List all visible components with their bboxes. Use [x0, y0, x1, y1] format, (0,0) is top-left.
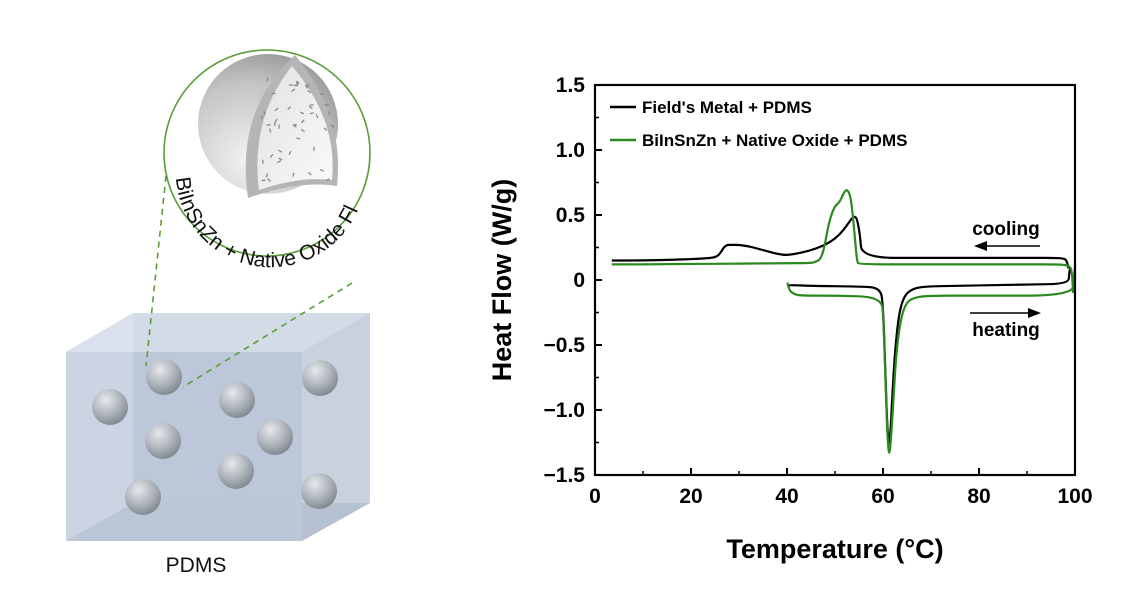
oxide-flake	[287, 106, 292, 110]
oxide-flake	[307, 171, 312, 176]
oxide-flake	[278, 157, 283, 161]
y-tick-label: −1.0	[544, 399, 585, 422]
x-tick-label: 20	[679, 485, 702, 508]
oxide-flake	[267, 178, 271, 182]
oxide-flake	[273, 121, 276, 127]
oxide-flake	[261, 159, 264, 164]
oxide-flake	[269, 153, 274, 158]
oxide-flake	[299, 111, 305, 115]
oxide-flake	[305, 84, 308, 89]
y-tick-label: 1.0	[556, 139, 585, 162]
oxide-flake	[328, 111, 331, 116]
oxide-flake	[330, 124, 335, 129]
oxide-flake	[274, 107, 279, 112]
series-0-heating-line	[787, 266, 1072, 445]
particle	[218, 453, 254, 489]
dsc-chart: 0 20 40 60 80 100 1.5 1.0 0.5 0 −0.5 −1.0 −1.5 Tempe…	[487, 74, 1093, 564]
oxide-flake	[263, 110, 267, 116]
y-tick-label: −1.5	[544, 464, 586, 487]
oxide-flake	[325, 178, 331, 182]
liquid-metal-particle-cutaway	[198, 54, 339, 198]
oxide-flake	[288, 150, 292, 156]
x-axis-label: Temperature (°C)	[726, 534, 943, 564]
zoom-line-right	[182, 282, 353, 388]
y-tick-label: 0.5	[556, 204, 586, 227]
particles	[92, 359, 338, 515]
oxide-flake	[260, 115, 264, 120]
oxide-flake	[323, 127, 328, 131]
series-0-cooling-line	[611, 215, 1070, 269]
oxide-flake	[296, 137, 301, 140]
particle	[92, 389, 128, 425]
particle	[302, 360, 338, 396]
legend-label-1: BiInSnZn + Native Oxide + PDMS	[642, 131, 907, 150]
y-axis-label: Heat Flow (W/g)	[487, 179, 517, 381]
oxide-flake	[307, 89, 312, 94]
x-tick-label: 80	[967, 485, 990, 508]
oxide-flake	[293, 123, 297, 128]
oxide-flake	[292, 172, 295, 177]
oxide-flake	[300, 129, 305, 133]
particle	[145, 423, 181, 459]
heating-arrow-icon	[970, 308, 1041, 318]
oxide-flake	[266, 124, 271, 126]
oxide-flake	[291, 88, 296, 92]
oxide-flake	[309, 104, 314, 107]
heating-label: heating	[972, 320, 1040, 341]
x-tick-label: 0	[589, 485, 601, 508]
oxide-flake	[278, 149, 283, 153]
oxide-flake	[309, 112, 314, 115]
zoom-line-left	[145, 175, 167, 367]
particle	[301, 473, 337, 509]
oxide-flake	[269, 128, 272, 133]
y-tick-label: 0	[573, 269, 585, 292]
oxide-flake	[293, 84, 298, 87]
oxide-flake	[295, 81, 299, 87]
oxide-flake	[300, 119, 305, 124]
plot-frame	[593, 83, 1077, 477]
y-tick-label: 1.5	[556, 74, 586, 97]
x-tick-label: 60	[871, 485, 894, 508]
cube-top-face	[66, 313, 370, 352]
legend: Field's Metal + PDMS BiInSnZn + Native O…	[610, 98, 907, 150]
particle	[219, 382, 255, 418]
oxide-flake	[274, 118, 278, 123]
particle	[257, 419, 293, 455]
particle	[125, 479, 161, 515]
x-tick-label: 40	[775, 485, 798, 508]
oxide-flake	[319, 168, 325, 172]
axis-ticks: 0 20 40 60 80 100 1.5 1.0 0.5 0 −0.5 −1.0 −1.5	[544, 74, 1093, 508]
series-1-cooling-line	[611, 189, 1075, 294]
oxide-flake	[308, 105, 313, 110]
oxide-flake	[296, 80, 300, 85]
cooling-arrow-icon	[974, 241, 1040, 251]
oxide-flake	[265, 173, 269, 178]
series-lines	[611, 189, 1077, 454]
cooling-label: cooling	[972, 219, 1040, 240]
oxide-flake	[315, 114, 319, 119]
matrix-label: PDMS	[166, 554, 227, 577]
oxide-flake	[277, 160, 282, 164]
particle	[146, 359, 182, 395]
oxide-flakes	[260, 77, 335, 182]
legend-label-0: Field's Metal + PDMS	[642, 98, 812, 117]
x-tick-label: 100	[1057, 485, 1092, 508]
series-1-heating-line	[786, 266, 1077, 454]
y-tick-label: −0.5	[544, 334, 586, 357]
oxide-flake	[312, 146, 315, 151]
